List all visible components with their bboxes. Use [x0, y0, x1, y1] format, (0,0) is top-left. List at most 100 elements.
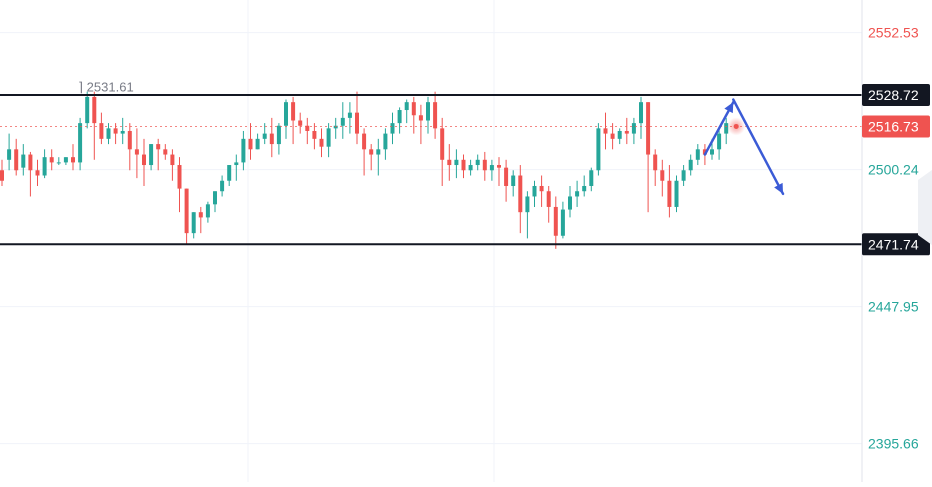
candle — [546, 185, 551, 223]
candle — [170, 149, 175, 181]
candle — [276, 123, 281, 155]
candle — [156, 138, 161, 171]
price-tick-label: 2500.24 — [868, 162, 919, 178]
candle-body — [362, 133, 367, 150]
candle-body — [113, 128, 118, 134]
candle-body — [170, 154, 175, 166]
candle-body — [276, 125, 281, 145]
candle-body — [575, 191, 580, 197]
candle-body — [710, 149, 714, 155]
price-tick-label: 2395.66 — [868, 436, 919, 452]
candle-body — [149, 144, 154, 166]
candle — [660, 159, 665, 197]
candle-body — [681, 170, 686, 181]
candle-body — [603, 128, 608, 134]
candle — [582, 175, 587, 197]
candle — [227, 165, 232, 186]
candle — [127, 123, 132, 171]
candle-body — [248, 138, 253, 150]
candle — [397, 107, 402, 134]
candle-body — [383, 133, 388, 150]
candle-body — [475, 159, 480, 166]
candle — [518, 165, 523, 234]
candle — [49, 149, 54, 171]
candle-body — [433, 102, 438, 129]
candle-body — [504, 167, 509, 186]
candle-body — [717, 133, 722, 150]
candle — [553, 196, 558, 249]
candle — [603, 112, 608, 150]
candle — [28, 151, 33, 197]
arrow-head — [724, 102, 734, 114]
candle — [99, 112, 104, 145]
candle — [539, 175, 544, 207]
candle — [447, 144, 452, 181]
candle-body — [56, 162, 61, 164]
candle-body — [568, 196, 572, 210]
current-price-tag: 2516.73 — [862, 115, 930, 138]
candle — [362, 128, 367, 176]
candle-body — [21, 154, 26, 168]
candle-body — [489, 165, 494, 171]
candle — [568, 185, 572, 218]
candle — [35, 159, 40, 186]
candle — [617, 128, 622, 145]
candle-body — [262, 133, 267, 139]
candle-body — [205, 204, 210, 218]
candle-body — [355, 112, 359, 134]
candle — [205, 201, 210, 223]
candle — [184, 188, 189, 244]
candle-body — [404, 102, 409, 111]
axis-scroll-handle[interactable] — [918, 170, 932, 245]
candle — [21, 144, 26, 176]
candle — [262, 123, 267, 145]
candle-body — [397, 110, 402, 124]
arrow-shaft — [732, 98, 785, 196]
candle-body — [340, 117, 345, 126]
candle — [383, 128, 388, 160]
candle — [248, 123, 253, 160]
candle — [646, 102, 651, 213]
candle — [411, 96, 416, 134]
candle-body — [589, 170, 594, 186]
candle — [724, 117, 729, 145]
candle — [56, 157, 61, 166]
candle-body — [560, 209, 565, 236]
candle-body — [482, 159, 487, 171]
candle — [198, 206, 203, 234]
candle — [497, 157, 501, 186]
candle — [71, 144, 75, 171]
candle-body — [418, 115, 423, 121]
candle-body — [674, 180, 679, 207]
candle-body — [28, 154, 33, 171]
candle — [639, 96, 643, 139]
candle — [596, 123, 601, 176]
candle — [284, 99, 288, 139]
candle-body — [156, 144, 161, 150]
candle — [674, 175, 679, 213]
candle — [63, 157, 68, 166]
candle-body — [142, 154, 146, 166]
candle — [404, 99, 409, 124]
candle — [475, 154, 480, 171]
grid-lines — [0, 0, 862, 482]
candle-body — [660, 170, 665, 181]
candle-body — [106, 128, 111, 139]
projection-arrow — [703, 100, 735, 156]
candle — [78, 117, 83, 171]
candle — [241, 130, 246, 171]
candle — [0, 159, 4, 186]
candle-body — [695, 149, 700, 160]
price-tick-label: 2552.53 — [868, 25, 919, 41]
candle-body — [7, 149, 12, 160]
candle — [610, 123, 615, 150]
candle — [369, 144, 374, 171]
candle — [717, 128, 722, 160]
candle — [14, 138, 19, 176]
candle — [177, 157, 182, 213]
candle — [355, 91, 359, 145]
candle-body — [284, 102, 288, 126]
candle — [461, 154, 466, 179]
